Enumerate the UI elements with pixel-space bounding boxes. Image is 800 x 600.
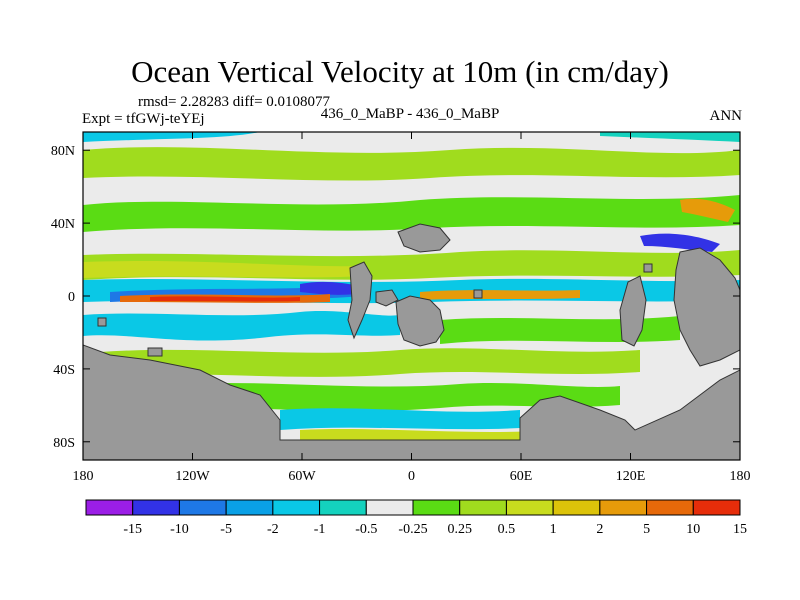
land-island	[473, 289, 483, 299]
field-band	[83, 311, 400, 341]
stats-label: rmsd= 2.28283 diff= 0.0108077	[138, 94, 331, 110]
field-band	[420, 290, 580, 300]
colorbar-label: -2	[267, 522, 279, 537]
colorbar-swatch	[505, 499, 554, 516]
case-label: 436_0_MaBP - 436_0_MaBP	[320, 106, 500, 122]
field-band	[640, 233, 720, 252]
field-band	[300, 281, 360, 295]
colorbar-swatch	[646, 499, 694, 516]
colorbar-swatch	[85, 499, 134, 516]
colorbar-label: -15	[123, 522, 142, 537]
field-band	[600, 132, 740, 142]
field-band	[280, 408, 520, 430]
land-antarctica	[83, 344, 740, 460]
y-tick-label: 40N	[51, 217, 75, 232]
land-continent-b	[347, 261, 373, 340]
x-tick-label: 120E	[616, 469, 646, 484]
colorbar: -15 -10 -5 -2 -1 -0.5 -0.25 0.25 0.5 1 2 5 10 15	[85, 499, 747, 537]
x-axis: 180 120W 60W 0 60E 120E 180	[73, 132, 751, 484]
chart-title: Ocean Vertical Velocity at 10m (in cm/da…	[131, 54, 669, 89]
field-band	[83, 147, 740, 181]
x-tick-label: 60W	[288, 469, 316, 484]
land-island	[97, 317, 107, 327]
colorbar-label: 2	[596, 522, 603, 537]
y-axis: 80N 40N 0 40S 80S	[51, 144, 740, 451]
land-masses	[83, 223, 740, 460]
colorbar-label: -1	[314, 522, 326, 537]
y-tick-label: 40S	[53, 363, 75, 378]
colorbar-label: -10	[170, 522, 189, 537]
field-band	[100, 348, 640, 377]
land-island	[147, 347, 163, 357]
field-band	[83, 261, 360, 278]
land-continent-a	[395, 295, 445, 347]
season-label: ANN	[709, 108, 743, 124]
colorbar-label: 0.25	[447, 522, 472, 537]
colorbar-swatch	[272, 499, 321, 516]
colorbar-swatch	[599, 499, 648, 516]
colorbar-label: -0.5	[355, 522, 377, 537]
x-tick-label: 60E	[510, 469, 533, 484]
x-tick-label: 180	[730, 469, 751, 484]
colorbar-swatch	[459, 499, 507, 516]
field-band	[83, 132, 260, 142]
field-band	[83, 195, 740, 232]
colorbar-label: -5	[220, 522, 232, 537]
x-tick-label: 0	[408, 469, 415, 484]
colorbar-swatch	[552, 499, 601, 516]
colorbar-swatch	[319, 499, 367, 516]
colorbar-swatch	[365, 499, 414, 516]
field-layer	[83, 132, 740, 460]
land-continent-f	[619, 275, 647, 347]
colorbar-swatch	[692, 499, 741, 516]
colorbar-label: 10	[686, 522, 700, 537]
land-continent-e	[673, 247, 740, 367]
y-tick-label: 0	[68, 290, 75, 305]
colorbar-label: 1	[550, 522, 557, 537]
colorbar-label: 5	[643, 522, 650, 537]
experiment-label: Expt = tfGWj-teYEj	[82, 111, 205, 127]
field-band	[440, 316, 680, 344]
land-continent-d	[397, 223, 451, 253]
field-band	[150, 296, 300, 302]
colorbar-label: -0.25	[398, 522, 427, 537]
y-tick-label: 80S	[53, 436, 75, 451]
field-band	[680, 198, 735, 222]
colorbar-swatch	[412, 499, 461, 516]
land-continent-c	[375, 289, 399, 307]
x-tick-label: 180	[73, 469, 94, 484]
colorbar-swatch	[132, 499, 180, 516]
land-island	[643, 263, 653, 273]
field-band	[160, 382, 620, 411]
colorbar-swatch	[225, 499, 274, 516]
colorbar-label: 0.5	[498, 522, 516, 537]
x-tick-label: 120W	[175, 469, 210, 484]
y-tick-label: 80N	[51, 144, 75, 159]
colorbar-swatch	[178, 499, 227, 516]
colorbar-label: 15	[733, 522, 747, 537]
